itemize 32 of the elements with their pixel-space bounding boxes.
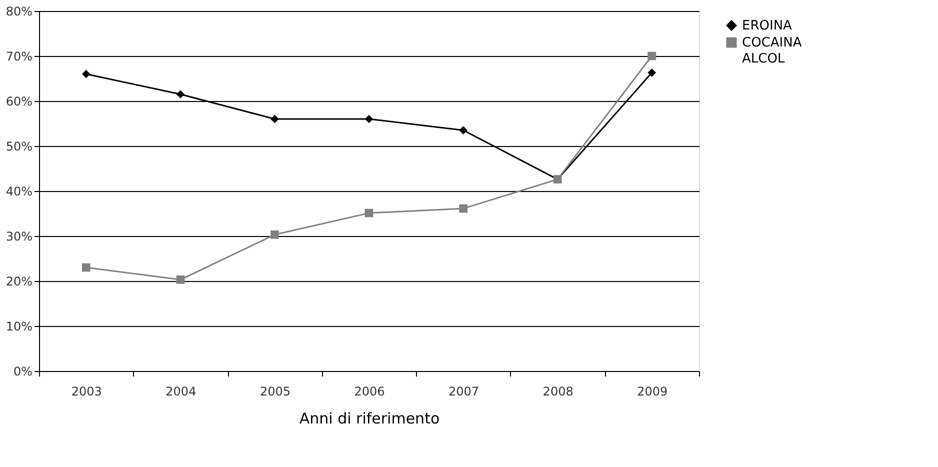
point [270, 230, 279, 239]
y-tick-label: 30% [6, 230, 32, 244]
y-tick-label: 70% [6, 50, 32, 64]
point [364, 114, 374, 124]
y-tick-label: 0% [13, 364, 32, 378]
point [648, 68, 656, 77]
legend-label: EROINA [742, 18, 792, 34]
point [459, 204, 468, 213]
y-tick-label: 80% [6, 4, 32, 18]
x-tick-label: 2004 [166, 384, 196, 398]
point [82, 263, 90, 272]
y-tick-label: 60% [6, 94, 32, 108]
y-tick-label: 50% [6, 140, 32, 154]
x-tick-label: 2006 [354, 384, 385, 398]
point [82, 70, 90, 78]
point [648, 52, 656, 60]
x-tick-label: 2007 [448, 384, 480, 398]
point [176, 275, 185, 284]
point [459, 126, 468, 134]
y-tick-label: 20% [6, 274, 32, 288]
x-tick-label: 2003 [71, 384, 102, 398]
point [270, 114, 279, 124]
x-tick-label: 2009 [637, 384, 668, 398]
x-tick-label: 2008 [542, 384, 574, 398]
y-tick-label: 40% [6, 184, 32, 198]
x-axis-title: Anni di riferimento [299, 410, 440, 428]
legend-label: COCAINA [742, 36, 802, 50]
point [176, 90, 185, 98]
y-tick-label: 10% [6, 320, 32, 334]
text: ALCOL [742, 52, 786, 66]
x-tick-label: 2005 [260, 384, 290, 398]
point [364, 208, 374, 218]
